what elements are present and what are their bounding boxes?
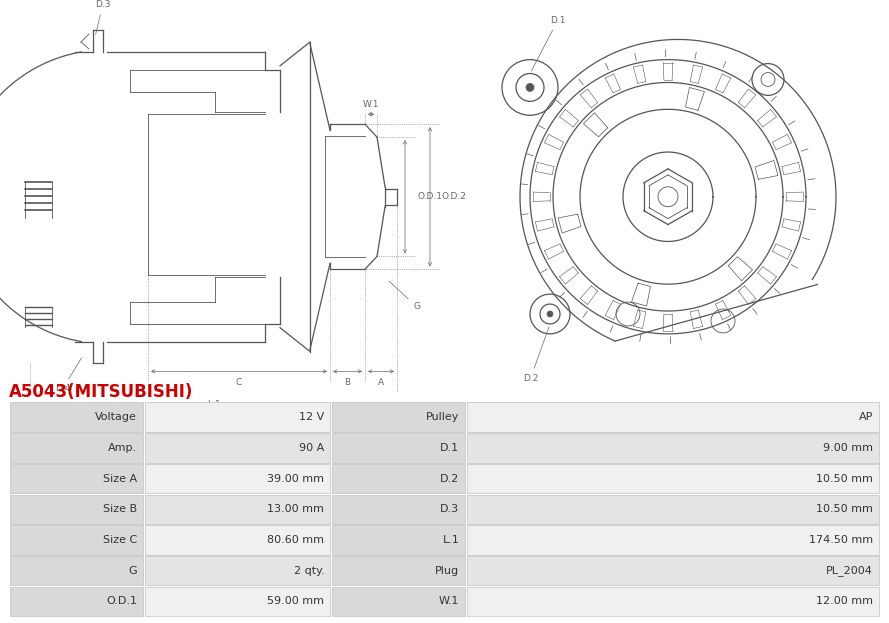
FancyBboxPatch shape <box>332 402 466 432</box>
Text: 80.60 mm: 80.60 mm <box>268 535 324 545</box>
FancyBboxPatch shape <box>145 433 331 463</box>
FancyBboxPatch shape <box>10 402 143 432</box>
Text: Voltage: Voltage <box>95 412 137 422</box>
FancyBboxPatch shape <box>467 433 879 463</box>
FancyBboxPatch shape <box>467 556 879 586</box>
FancyBboxPatch shape <box>10 525 143 554</box>
Text: PL_2004: PL_2004 <box>826 565 873 576</box>
FancyBboxPatch shape <box>332 464 466 493</box>
FancyBboxPatch shape <box>332 587 466 616</box>
FancyBboxPatch shape <box>467 464 879 493</box>
FancyBboxPatch shape <box>145 495 331 524</box>
Text: D.2: D.2 <box>440 473 460 483</box>
Text: B: B <box>344 378 350 388</box>
Text: L.1: L.1 <box>443 535 460 545</box>
FancyBboxPatch shape <box>332 495 466 524</box>
Text: Size B: Size B <box>103 504 137 515</box>
FancyBboxPatch shape <box>10 433 143 463</box>
Text: AP: AP <box>859 412 873 422</box>
Text: D.3: D.3 <box>95 0 110 34</box>
Text: L.1: L.1 <box>206 400 220 409</box>
Text: A5043(MITSUBISHI): A5043(MITSUBISHI) <box>9 384 193 401</box>
FancyBboxPatch shape <box>10 587 143 616</box>
Text: D.1: D.1 <box>532 16 565 71</box>
Text: W.1: W.1 <box>439 596 460 606</box>
Text: O.D.2: O.D.2 <box>442 193 467 201</box>
FancyBboxPatch shape <box>145 587 331 616</box>
FancyBboxPatch shape <box>10 464 143 493</box>
Text: Size C: Size C <box>103 535 137 545</box>
Text: 39.00 mm: 39.00 mm <box>268 473 324 483</box>
Circle shape <box>547 311 553 317</box>
FancyBboxPatch shape <box>467 402 879 432</box>
Text: Pulley: Pulley <box>426 412 460 422</box>
Text: G: G <box>128 566 137 576</box>
FancyBboxPatch shape <box>145 402 331 432</box>
Text: C: C <box>236 378 242 388</box>
FancyBboxPatch shape <box>332 525 466 554</box>
Text: A: A <box>378 378 384 388</box>
FancyBboxPatch shape <box>467 587 879 616</box>
Text: 90 A: 90 A <box>299 443 324 453</box>
Text: 10.50 mm: 10.50 mm <box>816 504 873 515</box>
Text: Amp.: Amp. <box>108 443 137 453</box>
FancyBboxPatch shape <box>332 556 466 586</box>
FancyBboxPatch shape <box>332 433 466 463</box>
Text: D.2: D.2 <box>523 326 549 383</box>
Text: O.D.1: O.D.1 <box>106 596 137 606</box>
FancyBboxPatch shape <box>467 495 879 524</box>
Text: 174.50 mm: 174.50 mm <box>809 535 873 545</box>
Text: G: G <box>389 281 420 311</box>
Text: D.4: D.4 <box>55 358 82 393</box>
FancyBboxPatch shape <box>467 525 879 554</box>
Text: Size A: Size A <box>103 473 137 483</box>
Text: D.3: D.3 <box>440 504 460 515</box>
Text: D.1: D.1 <box>440 443 460 453</box>
Text: 10.50 mm: 10.50 mm <box>816 473 873 483</box>
Circle shape <box>526 83 534 92</box>
FancyBboxPatch shape <box>145 464 331 493</box>
Text: 13.00 mm: 13.00 mm <box>268 504 324 515</box>
FancyBboxPatch shape <box>145 525 331 554</box>
Text: 59.00 mm: 59.00 mm <box>268 596 324 606</box>
Text: 12.00 mm: 12.00 mm <box>816 596 873 606</box>
Text: 12 V: 12 V <box>299 412 324 422</box>
Text: 2 qty.: 2 qty. <box>293 566 324 576</box>
Text: W.1: W.1 <box>363 100 380 109</box>
Text: 9.00 mm: 9.00 mm <box>823 443 873 453</box>
Text: Plug: Plug <box>436 566 460 576</box>
FancyBboxPatch shape <box>10 556 143 586</box>
FancyBboxPatch shape <box>10 495 143 524</box>
Text: O.D.1: O.D.1 <box>417 193 442 201</box>
FancyBboxPatch shape <box>145 556 331 586</box>
